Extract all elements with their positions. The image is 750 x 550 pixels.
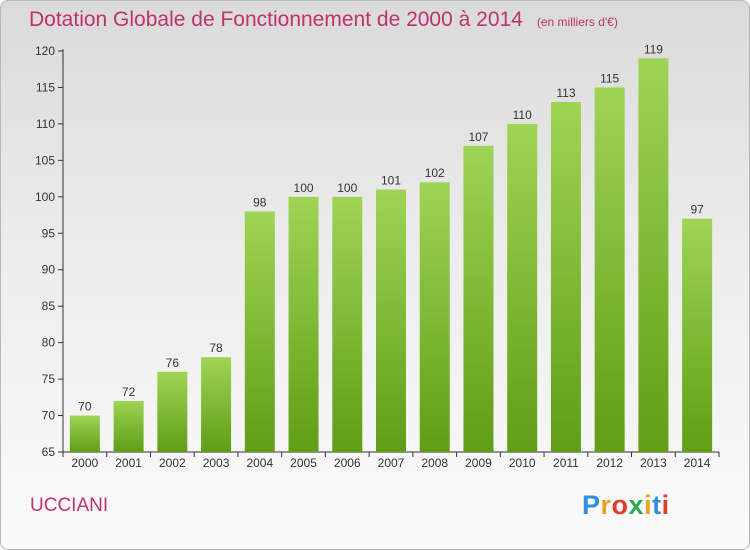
bar [682,218,713,452]
x-tick-label: 2000 [72,456,99,470]
bar-value-label: 78 [209,341,223,355]
bars: 70 72 76 78 98 100 100 101 102 107 110 113 115 119 97 [69,42,713,453]
proxiti-logo[interactable]: Proxiti [582,490,670,521]
bar-value-label: 119 [644,42,663,56]
x-tick-label: 2010 [509,456,536,470]
bar-value-label: 70 [78,400,92,414]
bar-value-label: 113 [556,86,575,100]
y-tick-label: 85 [42,299,56,313]
bar [69,415,100,452]
bar-value-label: 72 [122,385,136,399]
logo-letter: r [600,490,612,520]
bar [638,58,669,453]
x-tick-label: 2005 [290,456,317,470]
x-tick-label: 2014 [684,456,711,470]
chart-title: Dotation Globale de Fonctionnement de 20… [29,8,523,31]
y-tick-label: 110 [36,117,55,131]
x-tick-label: 2002 [159,456,186,470]
bar-value-label: 115 [600,71,619,85]
bar-value-label: 102 [425,166,445,180]
bar-value-label: 97 [690,203,704,217]
y-tick-label: 105 [35,153,55,167]
x-tick-label: 2009 [465,456,492,470]
bar [113,400,144,452]
bar-value-label: 98 [253,195,267,209]
bar [157,371,188,452]
y-tick-label: 95 [42,226,56,240]
x-tick-label: 2008 [421,456,448,470]
x-tick-label: 2003 [203,456,230,470]
y-axis: 65 70 75 80 85 90 95 100 105 110 115 120 [35,44,64,459]
x-tick-label: 2013 [640,456,667,470]
bar-value-label: 100 [294,181,314,195]
logo-letter: i [661,490,670,520]
bar [244,211,275,452]
x-axis: 2000 2001 2002 2003 2004 2005 2006 2007 2008 2009… [62,451,720,470]
logo-letter: P [582,490,601,520]
bar-value-label: 110 [513,108,532,122]
bar [550,102,581,452]
y-tick-label: 100 [35,190,55,204]
y-tick-label: 90 [42,263,56,277]
y-tick-label: 65 [42,445,56,459]
bar [332,196,363,452]
x-tick-label: 2006 [334,456,361,470]
bar [288,196,319,452]
bar-value-label: 101 [381,174,401,188]
chart-subtitle: (en milliers d'€) [536,15,618,29]
logo-letter: o [611,490,629,520]
bar-value-label: 107 [468,130,488,144]
x-tick-label: 2001 [115,456,142,470]
y-tick-label: 80 [42,336,56,350]
logo-letter: t [652,490,662,520]
y-tick-label: 70 [42,409,56,423]
x-tick-label: 2011 [553,456,579,470]
bar [594,87,625,453]
y-tick-label: 75 [42,372,56,386]
y-tick-label: 120 [35,44,55,58]
bar [201,357,232,452]
bar [507,123,538,452]
x-tick-label: 2004 [246,456,273,470]
bar [463,145,494,453]
commune-name: UCCIANI [30,495,109,516]
y-tick-label: 115 [36,80,55,94]
title-row: Dotation Globale de Fonctionnement de 20… [29,8,618,32]
bar-value-label: 76 [166,356,180,370]
bar [376,189,406,452]
x-tick-label: 2012 [596,456,623,470]
x-tick-label: 2007 [378,456,405,470]
bar [419,182,450,452]
logo-letter: i [644,490,653,520]
logo-letter: x [628,490,645,520]
bar-value-label: 100 [337,181,357,195]
